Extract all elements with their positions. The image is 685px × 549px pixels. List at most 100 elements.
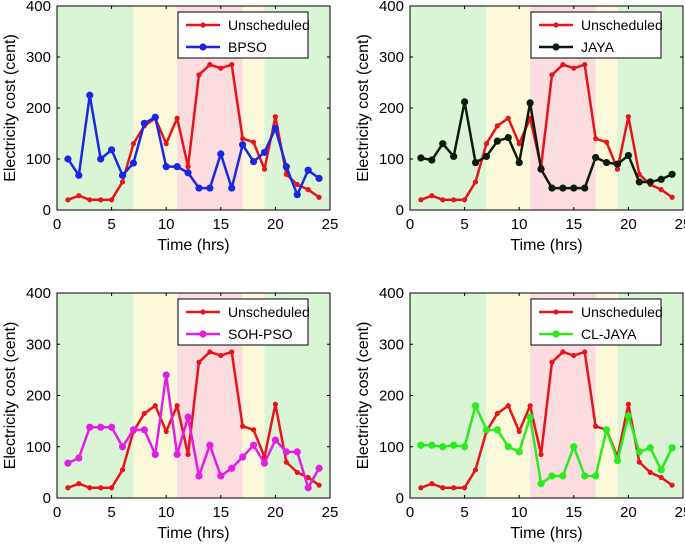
data-point bbox=[315, 464, 323, 472]
data-point bbox=[64, 459, 72, 467]
data-point bbox=[418, 485, 424, 491]
data-point bbox=[668, 444, 676, 452]
time-band bbox=[133, 293, 178, 498]
data-point bbox=[316, 194, 322, 200]
data-point bbox=[140, 426, 148, 434]
x-axis-label: Time (hrs) bbox=[510, 525, 582, 542]
data-point bbox=[462, 485, 468, 491]
legend: Unscheduled BPSO bbox=[177, 11, 310, 59]
data-point bbox=[602, 158, 611, 167]
data-point bbox=[249, 157, 258, 166]
x-tick-label: 25 bbox=[322, 216, 339, 233]
x-tick-label: 10 bbox=[511, 216, 528, 233]
data-point bbox=[592, 153, 600, 162]
data-point bbox=[109, 485, 115, 491]
data-point bbox=[537, 480, 545, 488]
data-point bbox=[493, 137, 501, 145]
data-point bbox=[196, 359, 202, 365]
series-soh-pso bbox=[64, 371, 323, 492]
data-point bbox=[130, 141, 137, 147]
x-tick-label: 0 bbox=[406, 504, 414, 521]
data-point bbox=[582, 349, 588, 355]
data-point bbox=[472, 179, 479, 185]
data-point bbox=[163, 141, 169, 147]
y-tick-label: 100 bbox=[379, 151, 404, 168]
data-point bbox=[195, 184, 203, 192]
data-point bbox=[428, 156, 436, 164]
data-point bbox=[250, 139, 257, 145]
x-tick-label: 10 bbox=[511, 504, 528, 521]
data-point bbox=[483, 141, 490, 147]
data-point bbox=[98, 485, 104, 491]
y-tick-label: 0 bbox=[43, 490, 51, 507]
data-point bbox=[658, 187, 664, 193]
data-point bbox=[271, 124, 279, 132]
data-point bbox=[206, 184, 214, 192]
data-point bbox=[625, 114, 632, 120]
y-axis-label: Electricity cost (cent) bbox=[2, 34, 19, 182]
data-point bbox=[152, 403, 158, 409]
data-point bbox=[283, 459, 289, 465]
data-point bbox=[613, 160, 622, 168]
x-tick-label: 10 bbox=[158, 504, 175, 521]
data-point bbox=[515, 158, 523, 167]
legend-label: JAYA bbox=[581, 39, 615, 55]
data-point bbox=[581, 472, 589, 480]
data-point bbox=[636, 459, 642, 465]
data-point bbox=[571, 352, 577, 359]
data-point bbox=[471, 402, 480, 410]
data-point bbox=[482, 152, 491, 161]
data-point bbox=[118, 171, 127, 179]
x-tick-label: 25 bbox=[322, 504, 339, 521]
y-tick-label: 100 bbox=[26, 439, 51, 456]
data-point bbox=[418, 197, 424, 203]
data-point bbox=[462, 197, 468, 203]
data-point bbox=[64, 155, 72, 163]
x-tick-label: 15 bbox=[212, 216, 229, 233]
data-point bbox=[239, 141, 247, 149]
legend-label: Unscheduled bbox=[228, 304, 310, 320]
data-point bbox=[548, 472, 556, 480]
data-point bbox=[428, 441, 436, 449]
data-point bbox=[119, 179, 126, 185]
data-point bbox=[162, 163, 170, 171]
data-point bbox=[527, 403, 533, 409]
data-point bbox=[228, 464, 236, 472]
legend-box bbox=[530, 11, 662, 59]
legend-box bbox=[177, 298, 309, 346]
x-tick-label: 0 bbox=[53, 504, 61, 521]
data-point bbox=[625, 401, 632, 407]
legend-label: CL-JAYA bbox=[581, 326, 637, 342]
legend-label: Unscheduled bbox=[581, 17, 663, 33]
chart-panel-1: 0 5 10 15 20 25 0 100 200 300 400 Time (hrs) Electri… bbox=[2, 0, 338, 254]
data-point bbox=[65, 485, 71, 491]
data-point bbox=[635, 448, 643, 456]
time-band bbox=[486, 293, 531, 498]
data-point bbox=[602, 426, 611, 434]
data-point bbox=[657, 175, 665, 183]
data-point bbox=[657, 466, 665, 474]
chart-panel-4: 0 5 10 15 20 25 0 100 200 300 400 Time (hrs) Electri… bbox=[355, 285, 685, 542]
data-point bbox=[229, 349, 235, 355]
data-point bbox=[516, 141, 522, 147]
data-point bbox=[429, 481, 435, 487]
data-point bbox=[669, 482, 675, 488]
data-point bbox=[461, 98, 469, 106]
data-point bbox=[593, 423, 599, 429]
data-point bbox=[76, 193, 82, 199]
x-tick-label: 0 bbox=[53, 216, 61, 233]
data-point bbox=[549, 72, 555, 78]
data-point bbox=[293, 448, 301, 456]
y-tick-label: 300 bbox=[26, 336, 51, 353]
data-point bbox=[228, 184, 236, 192]
data-point bbox=[461, 443, 469, 451]
legend-marker bbox=[552, 330, 560, 338]
x-tick-label: 5 bbox=[460, 216, 468, 233]
legend-marker bbox=[199, 43, 207, 51]
data-point bbox=[86, 91, 94, 99]
chart-panel-3: 0 5 10 15 20 25 0 100 200 300 400 Time (hrs) Electri… bbox=[2, 285, 338, 542]
data-point bbox=[240, 423, 246, 429]
data-point bbox=[206, 441, 214, 449]
legend-label: BPSO bbox=[228, 39, 267, 55]
